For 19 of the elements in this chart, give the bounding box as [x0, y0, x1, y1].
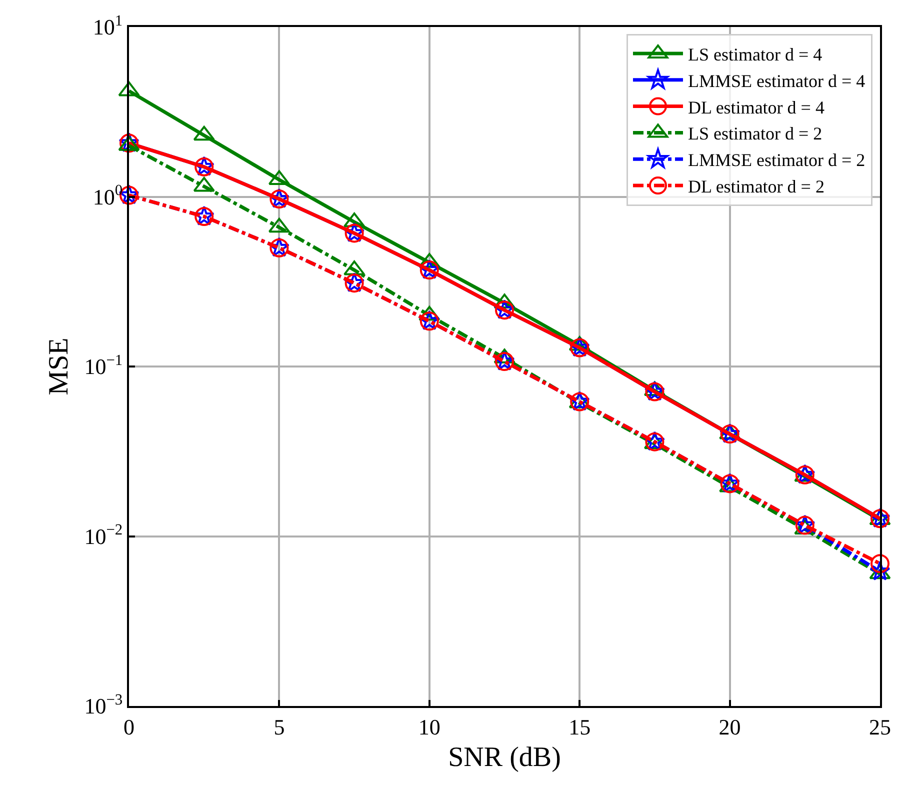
y-tick-label: 10$^{0}$ — [92, 182, 123, 210]
legend-label: LS estimator d = 2 — [688, 124, 822, 144]
y-tick-label: 10$^{−2}$ — [84, 522, 123, 549]
x-tick-label: 0 — [124, 714, 134, 740]
legend-label: LS estimator d = 4 — [688, 44, 822, 65]
x-tick-label: 10 — [418, 714, 440, 740]
x-tick-label: 20 — [718, 714, 741, 740]
y-tick-label: 10$^{1}$ — [92, 12, 123, 40]
y-tick-label: 10$^{−1}$ — [84, 352, 123, 380]
x-tick-label: 5 — [274, 714, 285, 740]
x-tick-label: 25 — [869, 714, 891, 740]
legend-label: LMMSE estimator d = 4 — [688, 70, 866, 91]
x-tick-label: 15 — [568, 714, 591, 740]
y-tick-label: 10$^{−3}$ — [84, 691, 123, 719]
x-axis-title: SNR (dB) — [448, 742, 561, 773]
legend-label: LMMSE estimator d = 2 — [688, 150, 866, 170]
legend-label: DL estimator d = 2 — [688, 176, 824, 197]
legend-label: DL estimator d = 4 — [688, 97, 824, 118]
y-axis-title: MSE — [43, 338, 74, 396]
